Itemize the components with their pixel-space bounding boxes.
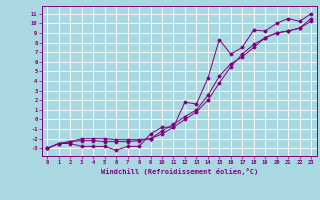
X-axis label: Windchill (Refroidissement éolien,°C): Windchill (Refroidissement éolien,°C) [100, 168, 258, 175]
